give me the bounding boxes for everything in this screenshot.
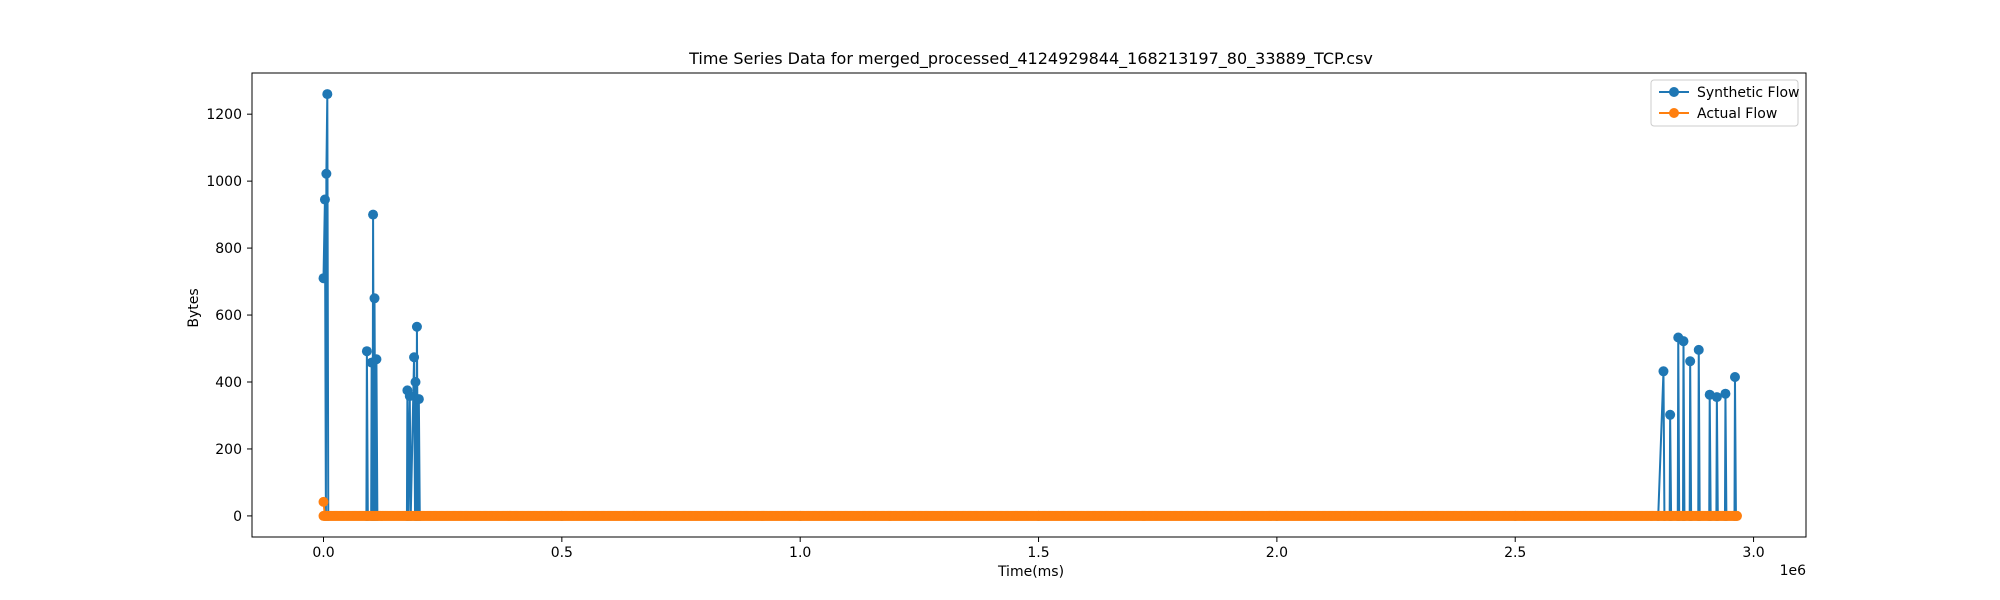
data-point — [321, 168, 332, 179]
data-point — [1665, 409, 1676, 420]
x-axis: 0.0 0.5 1.0 1.5 2.0 2.5 3.0 — [312, 537, 1765, 561]
data-point — [318, 496, 329, 507]
legend-marker — [1669, 87, 1679, 97]
x-tick-label: 1.0 — [789, 545, 811, 561]
series-line — [322, 93, 1737, 517]
plot-area — [318, 89, 1742, 521]
x-tick-label: 2.5 — [1504, 545, 1526, 561]
data-point — [1729, 371, 1740, 382]
y-axis: 0 200 400 600 800 1000 1200 — [206, 107, 252, 525]
x-tick-label: 3.0 — [1742, 545, 1764, 561]
y-tick-label: 600 — [215, 308, 242, 324]
data-point — [1658, 366, 1669, 377]
x-axis-label: Time(ms) — [997, 564, 1064, 580]
data-point — [1693, 344, 1704, 355]
series-synthetic-flow — [318, 89, 1741, 521]
data-point — [1731, 510, 1742, 521]
y-tick-label: 800 — [215, 241, 242, 257]
y-tick-label: 1200 — [206, 107, 242, 123]
legend-label: Actual Flow — [1697, 106, 1777, 122]
data-point — [369, 293, 380, 304]
x-tick-label: 2.0 — [1266, 545, 1288, 561]
data-point — [1720, 388, 1731, 399]
x-tick-label: 1.5 — [1027, 545, 1049, 561]
data-point — [410, 376, 421, 387]
x-tick-label: 0.5 — [551, 545, 573, 561]
data-point — [1678, 336, 1689, 347]
y-tick-label: 200 — [215, 442, 242, 458]
chart-title: Time Series Data for merged_processed_41… — [688, 49, 1373, 69]
data-point — [411, 321, 422, 332]
y-tick-label: 400 — [215, 375, 242, 391]
data-point — [1711, 392, 1722, 403]
data-point — [404, 391, 415, 402]
data-point — [322, 89, 333, 100]
y-tick-label: 0 — [233, 509, 242, 525]
series-actual-flow — [318, 496, 1742, 521]
data-point — [318, 273, 329, 284]
plot-frame — [251, 72, 1807, 538]
legend-label: Synthetic Flow — [1697, 85, 1800, 101]
data-point — [409, 352, 420, 363]
x-axis-offset-label: 1e6 — [1780, 563, 1807, 579]
data-point — [361, 346, 372, 357]
y-axis-label: Bytes — [186, 288, 202, 327]
data-point — [413, 394, 424, 405]
data-point — [371, 354, 382, 365]
legend-marker — [1669, 108, 1679, 118]
x-tick-label: 0.0 — [312, 545, 334, 561]
data-point — [1685, 356, 1696, 367]
data-point — [368, 209, 379, 220]
data-point — [319, 194, 330, 205]
legend: Synthetic Flow Actual Flow — [1650, 79, 1800, 127]
y-tick-label: 1000 — [206, 174, 242, 190]
